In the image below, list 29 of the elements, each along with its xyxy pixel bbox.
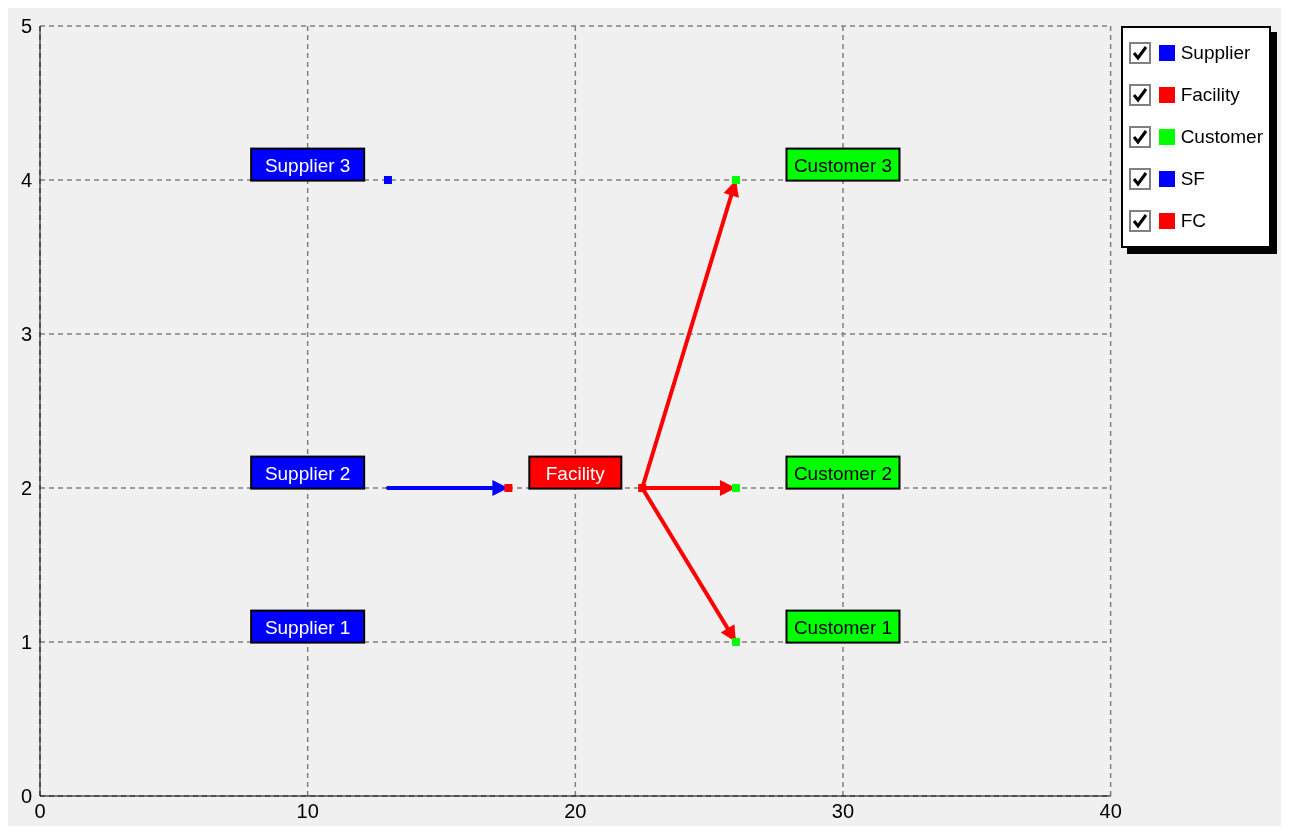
annotation: Facility	[545, 462, 606, 484]
x-tick-label: 20	[564, 800, 587, 823]
point	[731, 638, 740, 646]
annotation: Customer 1	[793, 616, 893, 638]
legend-label: Supplier	[1180, 42, 1251, 64]
annotation: Supplier 3	[264, 154, 351, 176]
annotation: Supplier 2	[264, 462, 351, 484]
y-tick-label: 4	[20, 169, 32, 192]
legend-label: FC	[1180, 210, 1206, 232]
point	[504, 484, 513, 492]
point	[383, 176, 392, 184]
annotation: Customer 2	[793, 462, 893, 484]
annotation: Supplier 1	[264, 616, 351, 638]
legend-label: Customer	[1180, 126, 1263, 148]
x-tick-label: 40	[1099, 800, 1122, 823]
y-tick-label: 2	[20, 477, 32, 500]
y-tick-label: 3	[20, 323, 32, 346]
y-tick-label: 5	[20, 15, 32, 38]
annotation: Customer 3	[793, 154, 893, 176]
y-tick-label: 0	[20, 785, 32, 808]
x-tick-label: 0	[34, 800, 46, 823]
point	[731, 176, 740, 184]
point	[731, 484, 740, 492]
y-tick-label: 1	[20, 631, 32, 654]
x-tick-label: 10	[296, 800, 319, 823]
legend-label: SF	[1180, 168, 1205, 190]
x-tick-label: 30	[831, 800, 855, 823]
legend-label: Facility	[1180, 84, 1240, 106]
point	[638, 484, 647, 492]
